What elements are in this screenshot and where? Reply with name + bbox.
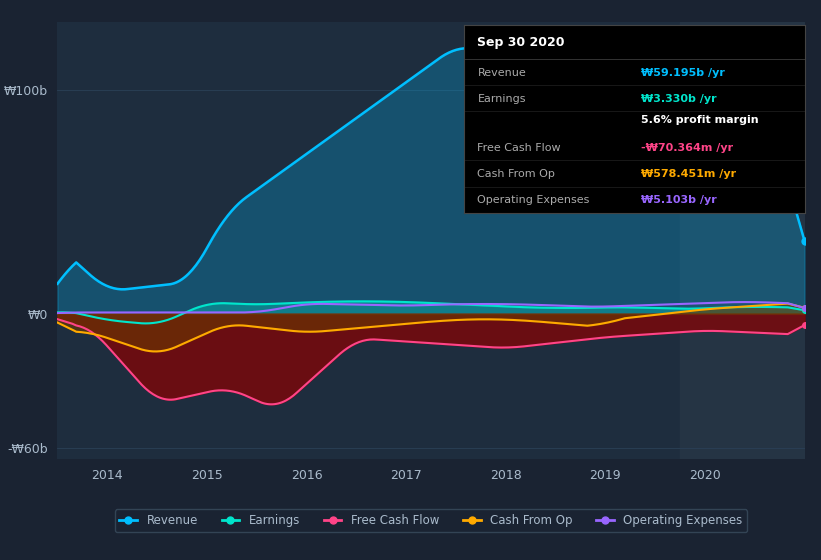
Text: ₩5.103b /yr: ₩5.103b /yr [641, 195, 717, 206]
Text: Sep 30 2020: Sep 30 2020 [478, 36, 565, 49]
Text: Operating Expenses: Operating Expenses [478, 195, 589, 206]
Text: ₩59.195b /yr: ₩59.195b /yr [641, 68, 725, 78]
Text: 5.6% profit margin: 5.6% profit margin [641, 115, 759, 125]
Text: Earnings: Earnings [478, 94, 526, 104]
Bar [680, 22, 805, 459]
Text: ₩3.330b /yr: ₩3.330b /yr [641, 94, 717, 104]
Text: Cash From Op: Cash From Op [478, 169, 555, 179]
Text: ₩578.451m /yr: ₩578.451m /yr [641, 169, 736, 179]
Legend: Revenue, Earnings, Free Cash Flow, Cash From Op, Operating Expenses: Revenue, Earnings, Free Cash Flow, Cash … [115, 510, 747, 532]
Text: -₩70.364m /yr: -₩70.364m /yr [641, 143, 733, 153]
Text: Revenue: Revenue [478, 68, 526, 78]
Text: Free Cash Flow: Free Cash Flow [478, 143, 561, 153]
